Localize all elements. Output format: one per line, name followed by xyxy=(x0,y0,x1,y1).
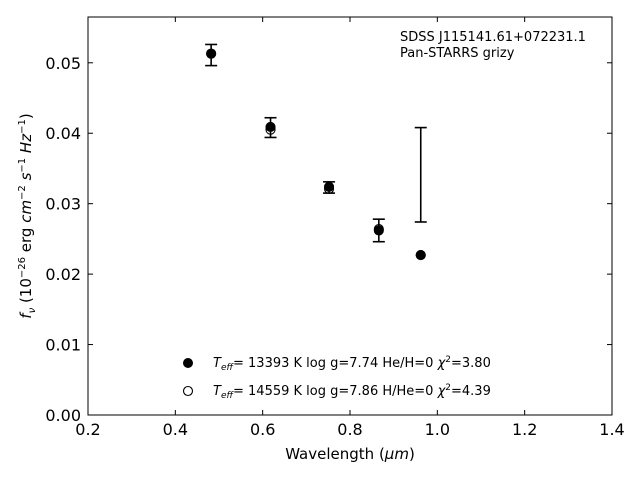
legend-entry-1: Teff= 13393 K log g=7.74 He/H=0 χ2=3.80 xyxy=(213,355,491,373)
model-point-open xyxy=(323,183,335,194)
model-point-open xyxy=(415,250,426,261)
x-tick-label: 0.4 xyxy=(163,420,188,439)
model-point-open xyxy=(265,124,276,135)
annotation-title: SDSS J115141.61+072231.1 xyxy=(400,30,586,45)
y-tick-label: 0.04 xyxy=(45,124,81,143)
x-axis-label-text: Wavelength ( xyxy=(285,445,385,463)
x-tick-label: 1.4 xyxy=(599,420,624,439)
y-tick-label: 0.05 xyxy=(45,54,81,73)
x-tick-label: 1.0 xyxy=(425,420,450,439)
legend-marker-open xyxy=(182,385,194,397)
y-tick-label: 0.00 xyxy=(45,406,81,425)
model-point-open xyxy=(373,223,384,235)
x-tick-label: 1.2 xyxy=(512,420,537,439)
legend-entry-2: Teff= 14559 K log g=7.86 H/He=0 χ2=4.39 xyxy=(213,383,491,401)
y-tick-label: 0.01 xyxy=(45,336,81,355)
legend-marker-filled xyxy=(183,358,193,368)
error-bar xyxy=(414,126,427,223)
y-tick-label: 0.03 xyxy=(45,195,81,214)
x-tick-label: 0.2 xyxy=(75,420,100,439)
y-tick-label: 0.02 xyxy=(45,265,81,284)
x-axis-label-unit: μm xyxy=(384,445,409,463)
model-point-open xyxy=(206,48,217,59)
x-tick-label: 0.6 xyxy=(250,420,275,439)
model-point-filled xyxy=(323,181,335,192)
axis-ticks: 0.2 0.4 0.6 0.8 1.0 1.2 1.4 0.00 0.01 0.02 0.03 0.0… xyxy=(45,17,625,439)
y-axis-label: fν (10−26 erg cm−2 s−1 Hz−1) xyxy=(17,113,38,318)
model-point-filled xyxy=(265,121,276,132)
annotation-subtitle: Pan-STARRS grizy xyxy=(400,46,515,61)
x-tick-label: 0.8 xyxy=(337,420,362,439)
data-marks xyxy=(205,43,427,261)
legend: Teff= 13393 K log g=7.74 He/H=0 χ2=3.80 … xyxy=(182,355,491,401)
x-axis-label: Wavelength (μm) xyxy=(285,445,415,463)
